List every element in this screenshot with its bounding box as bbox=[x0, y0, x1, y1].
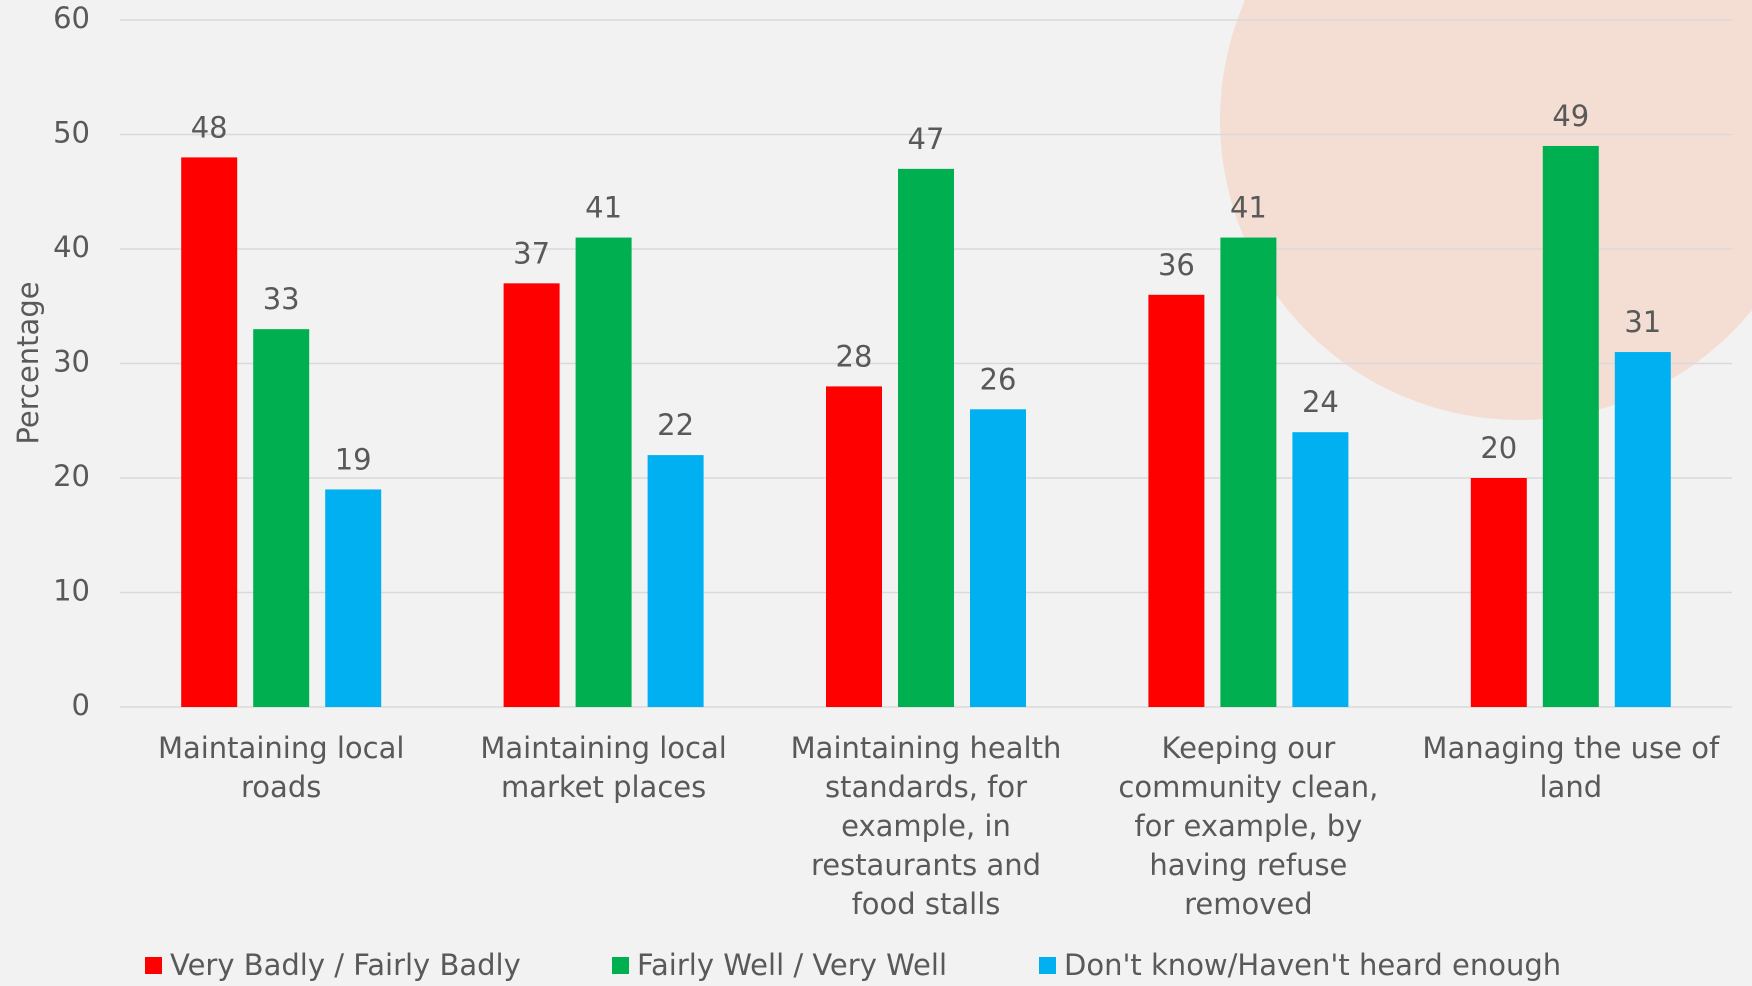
bar bbox=[647, 455, 704, 707]
data-label: 33 bbox=[263, 282, 300, 316]
data-label: 24 bbox=[1302, 385, 1339, 419]
bar bbox=[1292, 432, 1349, 707]
data-label: 48 bbox=[191, 110, 228, 144]
bar bbox=[970, 409, 1026, 707]
decoration bbox=[1220, 0, 1752, 420]
data-label: 49 bbox=[1552, 99, 1589, 133]
bar bbox=[181, 157, 238, 707]
y-tick-label: 20 bbox=[53, 459, 90, 493]
bar bbox=[575, 237, 632, 708]
data-label: 22 bbox=[657, 408, 694, 442]
data-label: 31 bbox=[1624, 305, 1661, 339]
y-tick-label: 60 bbox=[53, 1, 90, 35]
x-tick-label: Maintaining health standards, for exampl… bbox=[790, 731, 1062, 921]
y-tick-label: 10 bbox=[53, 574, 90, 608]
data-label: 36 bbox=[1158, 248, 1195, 282]
bar bbox=[1470, 478, 1527, 707]
legend-label: Very Badly / Fairly Badly bbox=[170, 948, 521, 982]
bar bbox=[325, 489, 382, 707]
data-label: 19 bbox=[335, 442, 372, 476]
legend-item: Don't know/Haven't heard enough bbox=[1039, 948, 1561, 982]
y-tick-label: 0 bbox=[72, 688, 90, 722]
legend-item: Very Badly / Fairly Badly bbox=[145, 948, 521, 982]
data-label: 41 bbox=[1230, 191, 1267, 225]
bar bbox=[253, 329, 310, 707]
x-tick-label: Maintaining local roads bbox=[157, 731, 405, 804]
bar bbox=[1542, 145, 1599, 707]
bar bbox=[1148, 294, 1205, 707]
data-label: 41 bbox=[585, 191, 622, 225]
legend-swatch bbox=[145, 956, 162, 974]
x-tick-label: Keeping our community clean, for example… bbox=[1118, 731, 1379, 921]
data-label: 37 bbox=[513, 236, 550, 270]
y-tick-label: 50 bbox=[53, 116, 90, 150]
bar bbox=[898, 168, 954, 708]
y-axis-label: Percentage bbox=[11, 281, 45, 444]
bar bbox=[1220, 237, 1277, 708]
legend-item: Fairly Well / Very Well bbox=[612, 948, 947, 982]
data-label: 47 bbox=[908, 122, 945, 156]
legend-swatch bbox=[612, 956, 629, 974]
data-label: 20 bbox=[1480, 431, 1517, 465]
x-tick-label: Maintaining local market places bbox=[480, 731, 727, 804]
legend-swatch bbox=[1039, 956, 1056, 974]
legend-label: Don't know/Haven't heard enough bbox=[1064, 948, 1562, 982]
data-label: 26 bbox=[980, 362, 1017, 396]
x-tick-label: Managing the use of land bbox=[1422, 731, 1720, 804]
bar bbox=[1614, 352, 1671, 707]
bar bbox=[503, 283, 560, 707]
y-tick-label: 40 bbox=[53, 230, 90, 264]
data-label: 28 bbox=[836, 339, 873, 373]
y-tick-label: 30 bbox=[53, 345, 90, 379]
legend-label: Fairly Well / Very Well bbox=[637, 948, 948, 982]
bar bbox=[826, 386, 882, 707]
